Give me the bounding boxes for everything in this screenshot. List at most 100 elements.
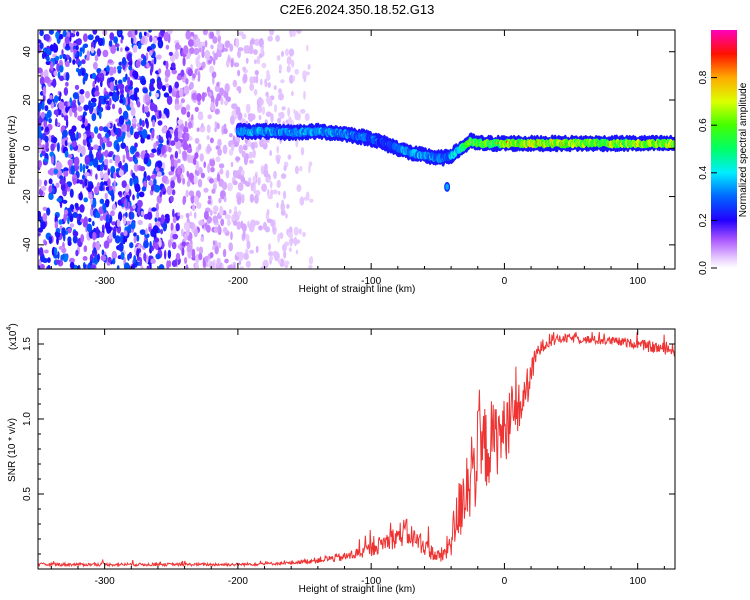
heatmap-noise-cell [261, 62, 267, 69]
heatmap-noise-cell [211, 188, 216, 194]
heatmap-noise-cell [80, 145, 86, 156]
heatmap-noise-cell [139, 118, 143, 126]
heatmap-noise-cell [116, 143, 120, 153]
heatmap-noise-cell [116, 65, 122, 71]
heatmap-noise-cell [132, 194, 135, 201]
heatmap-noise-cell [106, 65, 110, 73]
heatmap-noise-cell [249, 193, 255, 203]
heatmap-noise-cell [93, 126, 99, 134]
heatmap-noise-cell [223, 196, 227, 203]
heatmap-noise-cell [54, 221, 59, 230]
heatmap-noise-cell [264, 81, 268, 88]
colorbar-tick-label: 0.4 [698, 165, 709, 179]
heatmap-noise-cell [278, 64, 283, 71]
heatmap-noise-cell [42, 86, 47, 96]
heatmap-noise-cell [67, 159, 74, 167]
heatmap-noise-cell [38, 125, 42, 136]
heatmap-noise-cell [209, 261, 215, 269]
heatmap-noise-cell [285, 48, 289, 56]
heatmap-noise-cell [95, 173, 98, 180]
heatmap-noise-cell [188, 172, 194, 181]
heatmap-noise-cell [113, 85, 117, 91]
heatmap-noise-cell [127, 223, 132, 234]
heatmap-noise-cell [267, 189, 270, 197]
heatmap-noise-cell [83, 33, 88, 42]
heatmap-noise-cell [98, 126, 104, 132]
heatmap-noise-cell [189, 81, 194, 90]
heatmap-noise-cell [102, 142, 106, 151]
heatmap-noise-cell [277, 259, 281, 264]
heatmap-noise-cell [39, 76, 45, 86]
spectrogram-xtick-label: -200 [228, 276, 248, 287]
heatmap-noise-cell [244, 112, 247, 119]
heatmap-noise-cell [306, 44, 309, 52]
heatmap-noise-cell [294, 165, 299, 175]
heatmap-noise-cell [121, 124, 126, 130]
heatmap-noise-cell [282, 243, 287, 252]
heatmap-noise-cell [133, 91, 138, 101]
heatmap-noise-cell [296, 184, 302, 192]
heatmap-noise-cell [308, 264, 313, 269]
heatmap-noise-cell [174, 103, 181, 111]
heatmap-noise-cell [108, 232, 113, 240]
heatmap-noise-cell [261, 50, 265, 57]
heatmap-noise-cell [272, 189, 278, 195]
heatmap-noise-cell [220, 218, 225, 227]
heatmap-noise-cell [261, 183, 267, 192]
heatmap-noise-cell [55, 118, 58, 127]
heatmap-noise-cell [304, 71, 310, 76]
heatmap-noise-cell [256, 56, 261, 65]
heatmap-noise-cell [97, 101, 101, 111]
snr-series [38, 331, 675, 568]
heatmap-noise-cell [67, 154, 73, 159]
heatmap-noise-cell [145, 228, 148, 235]
heatmap-noise-cell [109, 159, 113, 164]
heatmap-noise-cell [238, 260, 242, 265]
heatmap-noise-cell [65, 106, 69, 113]
heatmap-noise-cell [140, 78, 147, 86]
heatmap-noise-cell [196, 127, 200, 132]
heatmap-noise-cell [151, 207, 157, 212]
heatmap-noise-cell [291, 59, 295, 68]
heatmap-noise-cell [292, 30, 296, 37]
heatmap-noise-cell [60, 183, 66, 192]
heatmap-noise-cell [58, 33, 64, 40]
heatmap-noise-cell [92, 30, 98, 35]
heatmap-noise-cell [56, 161, 62, 171]
heatmap-noise-cell [227, 182, 233, 192]
heatmap-noise-cell [180, 98, 185, 104]
heatmap-noise-cell [153, 56, 157, 65]
heatmap-noise-cell [111, 192, 115, 202]
heatmap-noise-cell [124, 145, 129, 153]
heatmap-noise-cell [162, 221, 167, 232]
heatmap-noise-cell [59, 91, 62, 98]
snr-ytick-label: 0.5 [22, 487, 33, 501]
heatmap-noise-cell [74, 84, 80, 90]
heatmap-noise-cell [98, 149, 102, 156]
heatmap-noise-cell [40, 134, 44, 141]
heatmap-noise-cell [72, 59, 76, 65]
heatmap-noise-cell [140, 210, 145, 216]
heatmap-noise-cell [82, 44, 85, 54]
heatmap-noise-cell [152, 119, 156, 128]
heatmap-noise-cell [286, 204, 290, 209]
heatmap-noise-cell [82, 163, 86, 174]
colorbar-ticks: 0.0 0.2 0.4 0.6 0.8 [698, 70, 717, 275]
heatmap-noise-cell [240, 220, 244, 229]
heatmap-noise-cell [126, 151, 130, 160]
heatmap-noise-cell [134, 142, 138, 148]
heatmap-noise-cell [69, 43, 75, 53]
heatmap-noise-cell [265, 91, 269, 98]
heatmap-noise-cell [114, 235, 121, 244]
heatmap-noise-cell [85, 56, 90, 61]
heatmap-noise-cell [53, 254, 59, 259]
heatmap-noise-cell [163, 153, 167, 158]
heatmap-noise-cell [209, 159, 216, 167]
heatmap-noise-cell [44, 105, 49, 112]
heatmap-noise-cell [71, 140, 77, 148]
heatmap-noise-cell [209, 31, 215, 39]
heatmap-noise-cell [239, 266, 244, 269]
heatmap-noise-cell [253, 89, 258, 96]
heatmap-noise-cell [278, 190, 281, 196]
heatmap-noise-cell [235, 106, 241, 116]
